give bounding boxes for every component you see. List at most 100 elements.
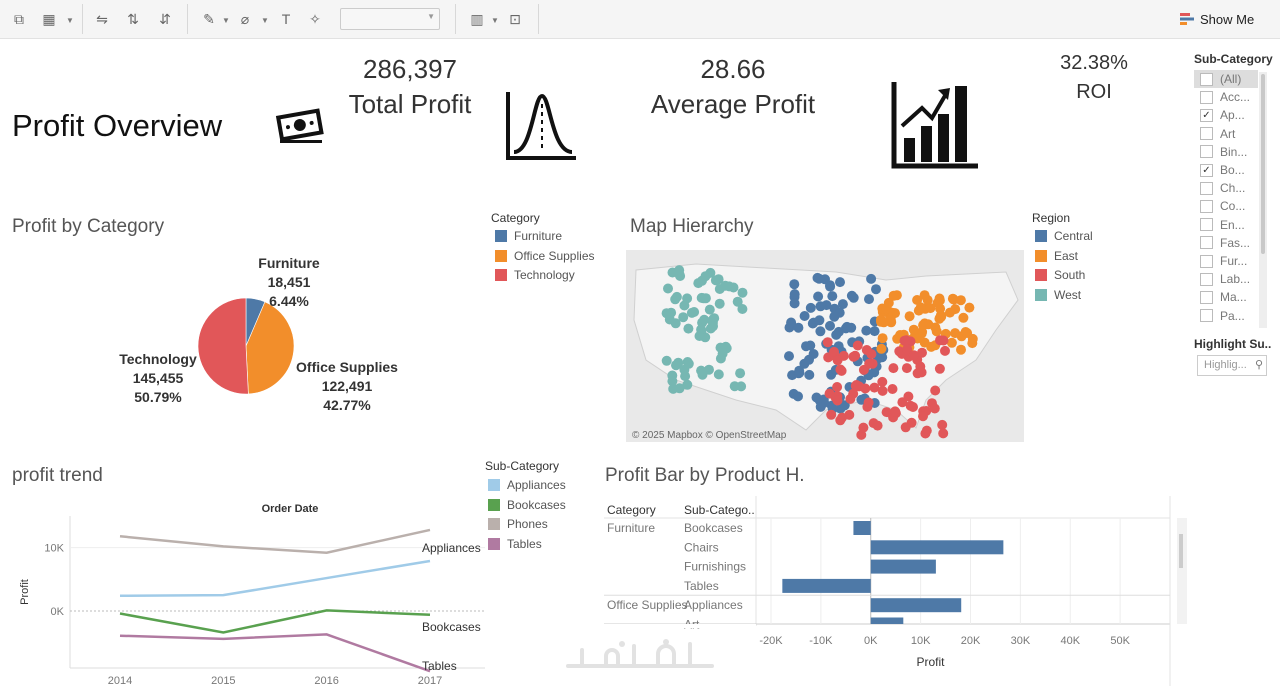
map-point-west[interactable] — [678, 312, 689, 323]
column-header[interactable]: Sub-Catego.. — [684, 503, 755, 517]
map-point-east[interactable] — [913, 305, 924, 316]
map-point-west[interactable] — [737, 287, 748, 298]
map-point-east[interactable] — [904, 311, 915, 322]
map-point-south[interactable] — [860, 383, 871, 394]
filter-item[interactable]: Acc... — [1200, 88, 1250, 106]
map-point-south[interactable] — [918, 411, 928, 422]
filter-item[interactable]: ✓ Ap... — [1200, 106, 1245, 124]
filter-checkbox[interactable] — [1200, 309, 1213, 323]
map-point-west[interactable] — [732, 296, 743, 307]
profit-bar[interactable] — [870, 540, 1004, 555]
filter-checkbox[interactable] — [1200, 199, 1213, 213]
map-point-south[interactable] — [940, 345, 950, 356]
map-point-central[interactable] — [877, 352, 888, 363]
map-point-west[interactable] — [704, 364, 714, 375]
filter-checkbox[interactable] — [1200, 145, 1213, 159]
filter-checkbox[interactable] — [1200, 236, 1213, 250]
map-point-east[interactable] — [925, 303, 936, 314]
filter-item[interactable]: En... — [1200, 216, 1245, 234]
filter-item[interactable]: (All) — [1194, 70, 1258, 88]
pie-slice-office-supplies[interactable] — [245, 301, 295, 395]
map-point-west[interactable] — [661, 355, 672, 366]
map-point-central[interactable] — [869, 326, 880, 337]
map-point-east[interactable] — [955, 295, 966, 306]
legend-item[interactable]: Technology — [495, 268, 575, 282]
map-point-south[interactable] — [837, 412, 847, 423]
map-point-central[interactable] — [866, 273, 877, 284]
map-point-south[interactable] — [869, 382, 880, 393]
map-point-west[interactable] — [698, 293, 709, 304]
map-point-east[interactable] — [946, 337, 957, 348]
map-point-south[interactable] — [872, 420, 883, 431]
map-point-south[interactable] — [845, 393, 856, 404]
map-point-east[interactable] — [877, 333, 888, 344]
map-point-east[interactable] — [950, 328, 961, 339]
map-point-central[interactable] — [805, 302, 816, 313]
map-point-south[interactable] — [835, 364, 846, 375]
map-point-west[interactable] — [671, 360, 681, 371]
fit-dropdown[interactable]: ▼ — [340, 8, 440, 30]
filter-checkbox[interactable] — [1200, 272, 1213, 286]
map-point-west[interactable] — [666, 307, 677, 318]
legend-item[interactable]: Phones — [488, 517, 548, 531]
duplicate-sheet-icon[interactable]: ⧉ — [14, 11, 24, 27]
map-point-south[interactable] — [832, 395, 843, 406]
map-point-south[interactable] — [934, 363, 945, 374]
series-line-phones[interactable] — [119, 528, 431, 554]
map-point-central[interactable] — [789, 279, 800, 290]
legend-item[interactable]: Office Supplies — [495, 249, 595, 263]
swap-rows-columns-icon[interactable]: ⇋ — [96, 11, 108, 27]
map-point-west[interactable] — [663, 283, 673, 294]
bar-scrollbar[interactable] — [1177, 518, 1187, 624]
map-point-central[interactable] — [789, 289, 800, 300]
map-point-central[interactable] — [835, 277, 845, 288]
show-cards-icon[interactable]: ▥ — [470, 11, 484, 27]
profit-bar[interactable] — [870, 598, 962, 613]
map-point-east[interactable] — [919, 290, 930, 301]
map-point-west[interactable] — [699, 314, 710, 325]
map-point-central[interactable] — [786, 317, 797, 328]
profit-bar[interactable] — [853, 521, 871, 535]
map-point-east[interactable] — [930, 322, 941, 333]
map-point-central[interactable] — [831, 329, 842, 340]
map-point-south[interactable] — [908, 402, 918, 412]
map-point-east[interactable] — [912, 295, 923, 305]
map-point-west[interactable] — [729, 381, 740, 392]
map-point-central[interactable] — [825, 320, 835, 331]
show-me-button[interactable]: Show Me — [1180, 9, 1254, 29]
filter-scrollbar[interactable] — [1259, 72, 1267, 328]
filter-item[interactable]: Lab... — [1200, 270, 1250, 288]
map-point-east[interactable] — [908, 324, 919, 335]
map-point-south[interactable] — [900, 422, 911, 433]
map-point-south[interactable] — [921, 425, 932, 436]
map-point-east[interactable] — [935, 303, 946, 314]
map-point-west[interactable] — [737, 304, 748, 314]
map-point-south[interactable] — [930, 385, 941, 396]
legend-item[interactable]: Central — [1035, 229, 1093, 243]
map-point-south[interactable] — [917, 347, 927, 358]
map-point-central[interactable] — [871, 284, 881, 295]
map-point-west[interactable] — [667, 376, 678, 387]
pin-icon[interactable]: ✧ — [309, 11, 321, 27]
map-point-east[interactable] — [964, 302, 975, 313]
map-point-south[interactable] — [901, 335, 912, 346]
map-point-central[interactable] — [827, 291, 838, 302]
group-members-icon[interactable]: ⌀ — [240, 11, 250, 27]
map-point-west[interactable] — [735, 368, 746, 379]
map-point-west[interactable] — [704, 304, 715, 315]
map-point-west[interactable] — [671, 291, 682, 302]
map-point-east[interactable] — [884, 314, 895, 325]
legend-item[interactable]: South — [1035, 268, 1085, 282]
map-point-south[interactable] — [852, 340, 863, 351]
map-point-south[interactable] — [938, 335, 949, 346]
map-point-central[interactable] — [794, 365, 805, 376]
legend-item[interactable]: Appliances — [488, 478, 566, 492]
filter-item[interactable]: Co... — [1200, 197, 1245, 215]
legend-item[interactable]: Furniture — [495, 229, 562, 243]
map-point-west[interactable] — [724, 281, 735, 292]
map-point-south[interactable] — [832, 382, 843, 392]
map-point-south[interactable] — [890, 406, 901, 417]
map-point-south[interactable] — [901, 363, 912, 374]
map-point-west[interactable] — [714, 298, 725, 309]
profit-bar[interactable] — [870, 617, 904, 625]
